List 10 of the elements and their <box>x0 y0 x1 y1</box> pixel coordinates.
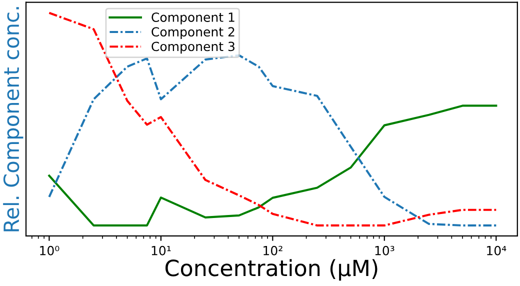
y-axis-title: Rel. Component conc. <box>3 7 24 232</box>
x-tick-label: 10³ <box>375 246 394 256</box>
legend-label: Component 3 <box>152 42 234 54</box>
x-axis-title: Concentration (μM) <box>165 259 378 281</box>
legend-label: Component 2 <box>152 27 234 39</box>
legend-label: Component 1 <box>152 12 234 24</box>
x-tick-label: 10¹ <box>152 246 171 256</box>
x-tick-label: 10² <box>264 246 282 256</box>
x-tick-label: 10⁴ <box>487 246 506 256</box>
x-tick-label: 10⁰ <box>40 246 60 256</box>
